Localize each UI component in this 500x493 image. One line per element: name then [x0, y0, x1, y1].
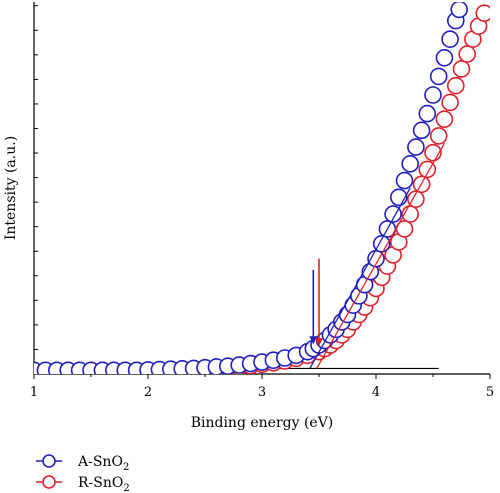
data-point	[429, 67, 448, 86]
tangent-line	[309, 187, 411, 369]
data-point	[401, 155, 420, 173]
data-point	[412, 121, 431, 140]
x-tick-label: 4	[372, 385, 380, 400]
data-point	[407, 190, 425, 208]
series-layer	[34, 2, 490, 374]
y-axis-label: Intensity (a.u.)	[3, 136, 19, 240]
legend-label: A-SnO2	[77, 454, 129, 473]
legend-label: R-SnO2	[78, 475, 130, 493]
x-axis-tick-labels: 1 2 3 4 5	[30, 385, 494, 400]
plot-area	[34, 2, 490, 374]
data-point	[384, 205, 402, 223]
data-point	[441, 30, 459, 49]
data-point	[407, 138, 425, 156]
data-point	[441, 93, 459, 112]
data-point	[446, 76, 465, 95]
data-point	[429, 127, 448, 145]
arrow-head	[315, 338, 323, 347]
x-tick-label: 5	[486, 385, 494, 400]
series-1	[34, 4, 490, 374]
data-point	[418, 104, 437, 123]
legend: A-SnO2 R-SnO2	[36, 454, 130, 493]
x-axis-ticks	[33, 374, 491, 379]
data-point	[395, 171, 414, 190]
legend-marker	[42, 475, 56, 489]
data-point	[435, 48, 454, 67]
x-tick-label: 1	[30, 385, 38, 400]
x-axis-label: Binding energy (eV)	[191, 415, 334, 431]
y-axis-ticks	[34, 5, 38, 375]
data-point	[435, 110, 454, 128]
legend-marker	[42, 454, 56, 468]
x-tick-label: 3	[258, 385, 266, 400]
data-point	[475, 4, 490, 22]
data-point	[424, 86, 442, 104]
data-point	[458, 45, 477, 63]
tangent-line	[316, 143, 445, 369]
x-tick-label: 2	[144, 385, 152, 400]
tangent-layer	[309, 143, 445, 369]
series-0	[34, 2, 469, 374]
data-point	[452, 60, 471, 78]
data-point	[450, 2, 469, 19]
arrow-layer	[309, 258, 323, 347]
